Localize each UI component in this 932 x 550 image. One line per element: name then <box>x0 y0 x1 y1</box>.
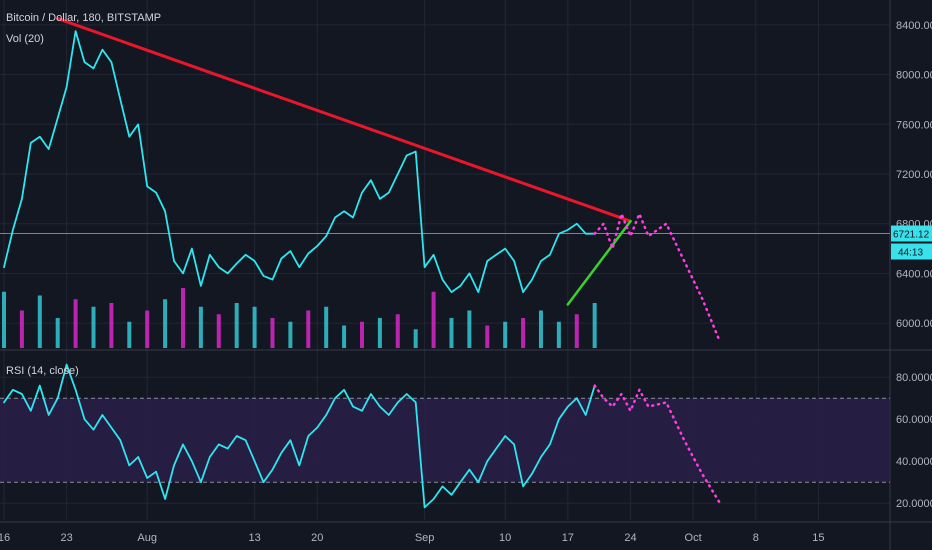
time-axis-tick-label: Oct <box>685 532 702 544</box>
volume-bar <box>449 318 454 348</box>
time-axis-tick-label: 15 <box>812 532 824 544</box>
time-axis-tick-label: 16 <box>0 532 10 544</box>
volume-bar <box>413 329 418 348</box>
price-axis-tick-label: 8400.00 <box>896 20 932 32</box>
time-axis-tick-label: Sep <box>415 532 435 544</box>
volume-bar <box>377 318 382 348</box>
price-projection-dotted-line <box>593 212 722 344</box>
volume-bar <box>216 314 221 348</box>
volume-bar <box>574 314 579 348</box>
price-axis-tick-label: 6400.00 <box>896 268 932 280</box>
volume-bar <box>163 299 168 348</box>
price-axis-tick-label: 8000.00 <box>896 70 932 82</box>
volume-bar <box>252 306 257 348</box>
volume-bar <box>556 321 561 348</box>
time-axis-tick-label: 20 <box>311 532 323 544</box>
volume-bar <box>198 306 203 348</box>
volume-bar <box>91 306 96 348</box>
volume-bar <box>306 310 311 348</box>
support-trendline <box>566 219 632 306</box>
volume-bar <box>2 291 6 348</box>
volume-bar <box>359 321 364 348</box>
volume-bar <box>521 318 526 348</box>
volume-bars <box>2 288 597 348</box>
time-axis-tick-label: 13 <box>248 532 260 544</box>
volume-bar <box>467 310 472 348</box>
rsi-band-fill <box>0 398 890 483</box>
time-axis-tick-label: Aug <box>137 532 157 544</box>
volume-bar <box>37 295 42 348</box>
price-axis-tick-label: 7200.00 <box>896 169 932 181</box>
volume-bar <box>395 314 400 348</box>
rsi-axis-tick-label: 40.0000 <box>896 456 932 468</box>
rsi-axis-tick-label: 60.0000 <box>896 414 932 426</box>
time-axis-tick-label: 10 <box>499 532 511 544</box>
volume-bar <box>19 310 24 348</box>
rsi-axis-tick-label: 20.0000 <box>896 498 932 510</box>
rsi-projection-dotted-line <box>593 384 722 505</box>
volume-indicator-label: Vol (20) <box>6 33 44 45</box>
volume-bar <box>109 303 114 348</box>
rsi-axis-tick-label: 80.0000 <box>896 372 932 384</box>
volume-bar <box>55 318 60 348</box>
volume-bar <box>180 288 185 348</box>
bar-countdown: 44:13 <box>898 248 923 259</box>
time-axis-tick-label: 24 <box>624 532 636 544</box>
time-axis-tick-label: 8 <box>753 532 759 544</box>
last-price-value: 6721.12 <box>893 230 930 241</box>
volume-bar <box>73 299 78 348</box>
resistance-trendline <box>56 17 632 223</box>
time-axis-tick-label: 17 <box>562 532 574 544</box>
price-series-line <box>3 30 596 294</box>
last-price-badge <box>891 225 932 242</box>
time-axis-tick-label: 23 <box>61 532 73 544</box>
volume-bar <box>324 306 329 348</box>
volume-bar <box>538 310 543 348</box>
volume-bar <box>503 321 508 348</box>
chart-title: Bitcoin / Dollar, 180, BITSTAMP <box>6 12 161 24</box>
volume-bar <box>342 325 347 348</box>
price-axis-tick-label: 6000.00 <box>896 318 932 330</box>
rsi-indicator-label: RSI (14, close) <box>6 365 79 377</box>
countdown-badge <box>891 243 932 260</box>
rsi-series-line <box>3 363 596 509</box>
price-axis-tick-label: 7600.00 <box>896 119 932 131</box>
volume-bar <box>234 303 239 348</box>
volume-bar <box>127 321 132 348</box>
volume-bar <box>270 318 275 348</box>
volume-bar <box>431 291 436 348</box>
volume-bar <box>288 321 293 348</box>
volume-bar <box>485 325 490 348</box>
volume-bar <box>592 303 597 348</box>
volume-bar <box>145 310 150 348</box>
